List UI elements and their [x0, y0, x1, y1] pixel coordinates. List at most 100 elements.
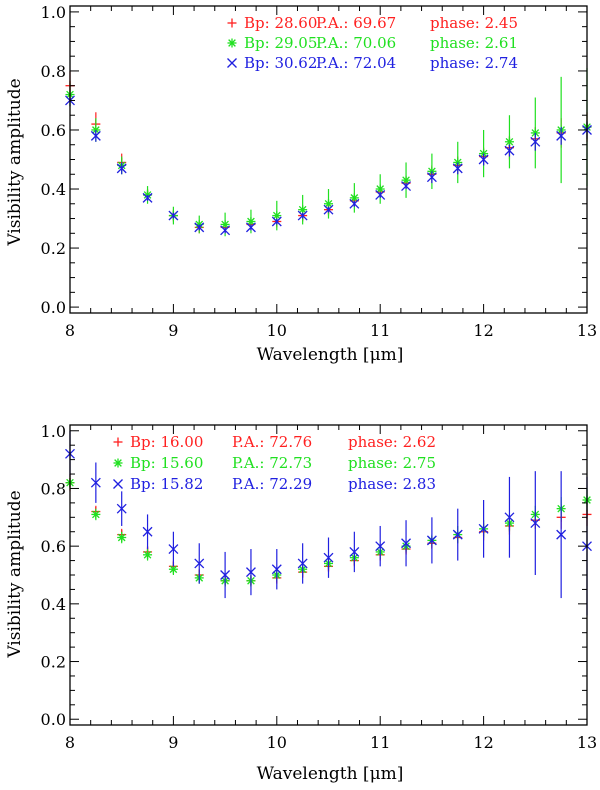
legend-position-angle: P.A.: 72.29 — [232, 475, 312, 493]
data-point — [349, 546, 360, 557]
legend-baseline: Bp: 16.00 — [130, 433, 203, 451]
data-point — [349, 198, 360, 209]
y-axis-label: Visibility amplitude — [5, 490, 25, 658]
data-point — [504, 145, 515, 156]
legend-baseline: Bp: 28.60 — [244, 14, 317, 32]
y-tick-label: 0.0 — [41, 710, 66, 729]
legend-marker — [113, 458, 123, 468]
data-point — [91, 509, 101, 519]
y-tick-label: 0.4 — [41, 180, 66, 199]
data-point — [401, 538, 412, 549]
legend-entry: Bp: 29.05P.A.: 70.06 phase: 2.61 — [227, 34, 518, 52]
data-point — [168, 210, 179, 221]
data-point — [375, 189, 386, 200]
data-point — [530, 518, 541, 529]
data-point — [297, 210, 308, 221]
legend-baseline: Bp: 30.62 — [244, 54, 317, 72]
x-tick-label: 9 — [168, 733, 178, 752]
legend-marker — [113, 437, 123, 447]
y-axis-label: Visibility amplitude — [5, 78, 25, 246]
data-point — [426, 535, 437, 546]
data-point — [168, 544, 179, 554]
data-point — [116, 503, 127, 514]
data-point — [375, 541, 386, 552]
legend-baseline: Bp: 15.60 — [130, 454, 203, 472]
y-tick-label: 0.8 — [41, 62, 66, 81]
legend-baseline: Bp: 29.05 — [244, 34, 317, 52]
data-point — [220, 570, 231, 580]
data-point — [143, 550, 153, 560]
x-tick-label: 9 — [168, 321, 178, 340]
x-tick-label: 12 — [473, 733, 493, 752]
data-point — [194, 222, 205, 233]
data-point — [530, 136, 541, 147]
y-tick-label: 1.0 — [41, 3, 66, 22]
x-tick-label: 13 — [577, 321, 597, 340]
data-point — [478, 154, 489, 165]
data-point — [116, 163, 127, 174]
legend-phase: phase: 2.74 — [430, 54, 518, 72]
x-tick-label: 11 — [370, 733, 390, 752]
data-point — [556, 130, 567, 141]
y-tick-label: 0.4 — [41, 595, 66, 614]
x-tick-label: 8 — [65, 733, 75, 752]
legend-phase: phase: 2.83 — [348, 475, 436, 493]
legend-position-angle: P.A.: 72.04 — [316, 54, 396, 72]
data-point — [117, 533, 127, 542]
legend-baseline: Bp: 15.82 — [130, 475, 203, 493]
x-tick-label: 11 — [370, 321, 390, 340]
data-point — [245, 567, 256, 578]
legend-entry: Bp: 16.00 P.A.: 72.76 phase: 2.62 — [113, 433, 436, 451]
data-point — [297, 558, 308, 569]
data-point — [452, 529, 463, 540]
x-axis-label: Wavelength [μm] — [257, 345, 404, 365]
data-point — [168, 564, 178, 574]
bottom-panel: Wavelength [μm] Visibility amplitude 8 9 1… — [5, 422, 597, 784]
data-point — [142, 526, 153, 537]
x-tick-label: 10 — [267, 321, 287, 340]
legend-position-angle: P.A.: 72.73 — [232, 454, 312, 472]
y-tick-label: 0.8 — [41, 479, 66, 498]
legend-phase: phase: 2.45 — [430, 14, 518, 32]
y-tick-label: 0.0 — [41, 298, 66, 317]
data-point — [349, 193, 359, 203]
x-axis-label: Wavelength [μm] — [257, 764, 404, 784]
data-point — [194, 558, 205, 569]
series-cross — [65, 94, 592, 236]
x-tick-label: 12 — [473, 321, 493, 340]
legend-entry: Bp: 15.60 P.A.: 72.73 phase: 2.75 — [113, 454, 436, 472]
data-point — [452, 163, 463, 174]
legend-marker — [227, 18, 237, 28]
data-point — [142, 192, 153, 203]
data-point — [90, 130, 101, 141]
data-point — [426, 172, 437, 183]
data-point — [246, 216, 256, 226]
data-point — [323, 204, 334, 215]
legend-position-angle: P.A.: 69.67 — [316, 14, 396, 32]
legend-entry: Bp: 15.82 P.A.: 72.29 phase: 2.83 — [113, 475, 436, 493]
y-tick-label: 0.2 — [41, 653, 66, 672]
x-tick-label: 10 — [267, 733, 287, 752]
data-point — [323, 552, 334, 563]
data-point — [90, 477, 101, 488]
legend-phase: phase: 2.75 — [348, 454, 436, 472]
data-point — [245, 222, 256, 233]
legend-phase: phase: 2.62 — [348, 433, 436, 451]
x-tick-label: 13 — [577, 733, 597, 752]
y-tick-label: 0.6 — [41, 121, 66, 140]
y-tick-label: 1.0 — [41, 422, 66, 441]
legend-position-angle: P.A.: 70.06 — [316, 34, 396, 52]
legend-marker — [113, 479, 123, 489]
data-point — [220, 225, 231, 236]
legend-marker — [227, 58, 237, 68]
legend-entry: Bp: 30.62P.A.: 72.04 phase: 2.74 — [227, 54, 518, 72]
legend-marker — [227, 38, 237, 48]
data-point — [401, 181, 412, 192]
y-tick-label: 0.6 — [41, 537, 66, 556]
legend-entry: Bp: 28.60P.A.: 69.67 phase: 2.45 — [227, 14, 518, 32]
x-tick-label: 8 — [65, 321, 75, 340]
data-point — [504, 512, 515, 523]
y-tick-label: 0.2 — [41, 239, 66, 258]
